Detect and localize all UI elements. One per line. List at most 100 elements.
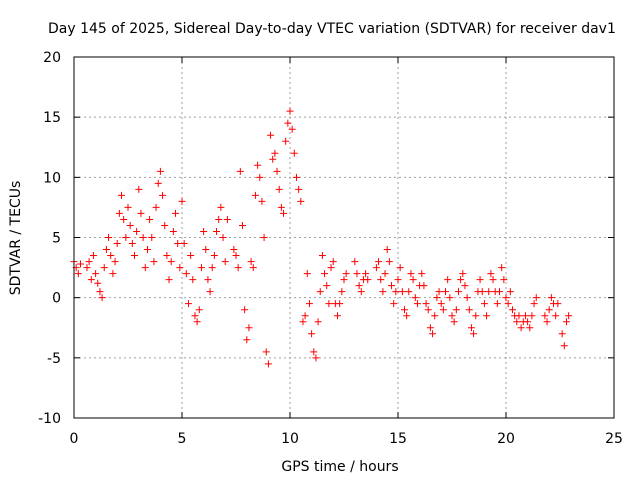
data-point [448,312,456,320]
data-point [176,264,184,272]
data-point [223,215,231,223]
data-point [187,252,195,260]
data-point [111,258,119,266]
data-point [420,282,428,290]
data-point [467,324,475,332]
data-point [232,252,240,260]
gridlines [74,57,614,418]
data-point [325,300,333,308]
data-point [392,288,400,296]
data-point [85,258,93,266]
data-point [379,288,387,296]
data-point [148,234,156,241]
data-point [446,294,454,302]
data-point [506,288,514,296]
data-point [280,209,288,217]
data-point [485,288,493,296]
data-point [128,240,136,248]
data-point [288,125,296,133]
data-point [217,203,225,211]
data-point [461,282,469,290]
data-point [554,300,562,308]
data-point [113,240,121,248]
data-point [543,318,551,326]
data-point [273,167,281,175]
data-point [342,270,350,278]
data-point [459,270,467,278]
data-point [169,227,177,235]
data-point [552,312,560,320]
data-point [385,258,393,266]
data-point [262,348,270,356]
data-point [267,131,275,139]
y-tick-label: 15 [43,110,61,126]
data-point [398,288,406,296]
data-point [303,270,311,278]
data-point [383,246,391,254]
data-point [422,300,430,308]
data-point [478,288,486,296]
data-point [292,173,300,181]
data-point [444,276,452,284]
data-point [230,246,238,254]
data-point [219,234,227,241]
data-point [284,119,292,127]
data-point [161,221,169,229]
y-tick-label: -10 [38,411,61,427]
data-point [178,197,186,205]
data-point [109,270,117,278]
data-point [521,312,529,320]
data-point [236,167,244,175]
data-point [426,324,434,332]
data-point [357,288,365,296]
data-point [215,215,223,223]
data-point [141,264,149,272]
data-point [234,264,242,272]
data-point [565,312,573,320]
data-point [323,282,331,290]
data-point [390,300,398,308]
data-point [271,149,279,157]
data-point [197,264,205,272]
data-point [483,312,491,320]
data-point [208,264,216,272]
data-point [182,270,190,278]
y-tick-label: 10 [43,170,61,186]
data-point [241,306,249,314]
data-point [258,197,266,205]
data-point [238,221,246,229]
data-point [206,288,214,296]
data-point [457,276,465,284]
data-point [405,288,413,296]
data-point [191,312,199,320]
data-point [364,276,372,284]
data-point [470,330,478,338]
data-point [137,209,145,217]
data-point [424,306,432,314]
data-point [100,264,108,272]
y-tick-label: 5 [52,231,61,247]
data-point [180,240,188,248]
data-point [353,270,361,278]
data-point [210,252,218,260]
data-point [472,312,480,320]
data-point [174,240,182,248]
data-point [305,300,313,308]
data-point [355,282,363,290]
data-point [163,252,171,260]
data-point [513,318,521,326]
data-point [251,191,259,199]
data-point [118,191,126,199]
y-tick-label: 0 [52,291,61,307]
data-point [245,324,253,332]
data-point [254,161,262,169]
data-point [439,306,447,314]
data-point [504,300,512,308]
axis-ticks [73,56,615,419]
data-point [530,300,538,308]
data-point [133,227,141,235]
data-point [282,137,290,145]
data-point [388,282,396,290]
x-tick-label: 25 [605,431,623,447]
